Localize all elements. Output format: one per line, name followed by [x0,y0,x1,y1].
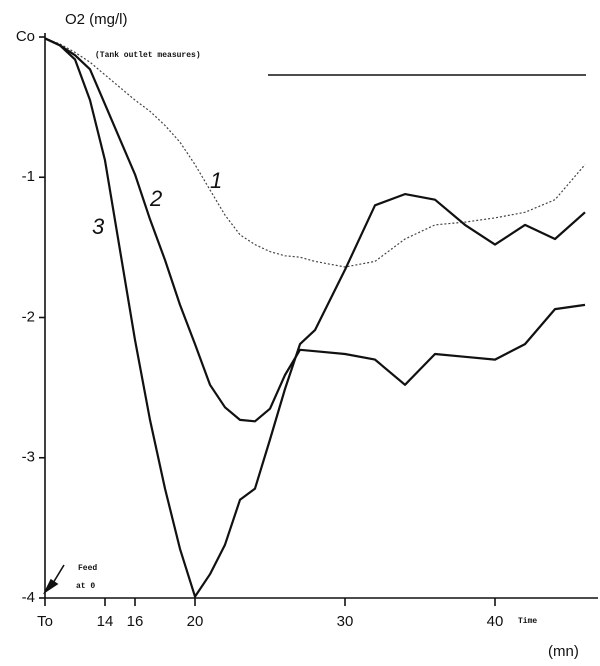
series-line [44,37,586,598]
x-axis-unit: (mn) [548,643,579,660]
y-tick-label: -1 [22,168,35,185]
x-tick-label: 16 [127,613,144,630]
y-tick-label: Co [16,28,35,45]
feed-label: Feed [78,564,97,573]
curve-label: 3 [92,214,105,239]
feed-at-label: at 0 [76,582,95,591]
x-tick-label: 20 [187,613,204,630]
y-tick-label: -2 [22,308,35,325]
curve-label: 2 [149,186,162,211]
curve-label: 1 [210,168,222,193]
series-line [44,37,586,423]
x-tick-label: 30 [337,613,354,630]
annotation: (Tank outlet measures) [95,51,201,60]
x-tick-label: 40 [487,613,504,630]
x-tick-label: To [37,613,53,630]
y-axis-label: O2 (mg/l) [65,11,128,28]
y-tick-label: -3 [22,449,35,466]
y-tick-label: -4 [22,589,35,606]
x-axis-label: Time [518,617,537,626]
x-tick-label: 14 [97,613,114,630]
feed-arrow [42,564,65,595]
series-line [44,37,586,268]
